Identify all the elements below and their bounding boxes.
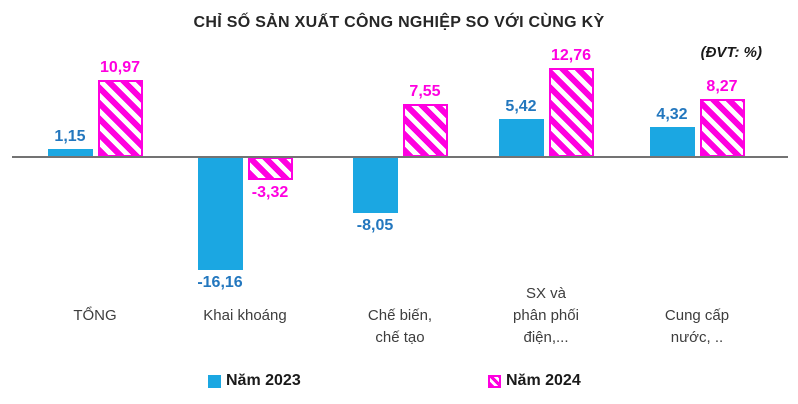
unit-note: (ĐVT: %) (700, 44, 762, 61)
value-label-2024-3: 12,76 (550, 46, 592, 64)
legend-label-2023: Năm 2023 (226, 372, 301, 389)
bar-2024-1 (247, 157, 293, 181)
legend-item-2023: Năm 2023 (208, 372, 301, 390)
category-label-3: SX và phân phối điện,... (513, 285, 579, 346)
value-label-2023-4: 4,32 (656, 105, 688, 123)
bar-2023-1 (197, 157, 243, 271)
bar-2024-3 (548, 67, 594, 157)
category-label-0: TỔNG (73, 307, 117, 324)
value-label-2024-1: -3,32 (251, 184, 289, 202)
category-label-1: Khai khoáng (203, 307, 287, 324)
chart-title: CHỈ SỐ SẢN XUẤT CÔNG NGHIỆP SO VỚI CÙNG … (193, 14, 605, 31)
value-label-2024-4: 8,27 (706, 78, 738, 96)
bar-2023-2 (352, 157, 398, 214)
bar-2024-4 (699, 99, 745, 157)
legend-item-2024: Năm 2024 (488, 372, 581, 390)
value-label-2024-0: 10,97 (99, 59, 141, 77)
bar-2023-0 (47, 148, 93, 157)
legend: Năm 2023 Năm 2024 (0, 372, 798, 402)
legend-label-2024: Năm 2024 (506, 372, 581, 389)
legend-swatch-2024 (488, 374, 501, 388)
value-label-2023-1: -16,16 (197, 274, 243, 292)
bar-2024-2 (402, 104, 448, 157)
bar-2023-3 (498, 119, 544, 157)
value-label-2024-2: 7,55 (409, 83, 441, 101)
value-label-2023-3: 5,42 (505, 98, 537, 116)
category-label-2: Chế biến, chế tạo (367, 307, 433, 346)
legend-swatch-2023 (208, 374, 221, 388)
value-label-2023-0: 1,15 (54, 127, 86, 145)
bar-2024-0 (97, 80, 143, 157)
value-label-2023-2: -8,05 (356, 217, 394, 235)
x-axis-line (12, 156, 788, 158)
bar-2023-4 (649, 126, 695, 157)
category-label-4: Cung cấp nước, .. (664, 307, 730, 346)
